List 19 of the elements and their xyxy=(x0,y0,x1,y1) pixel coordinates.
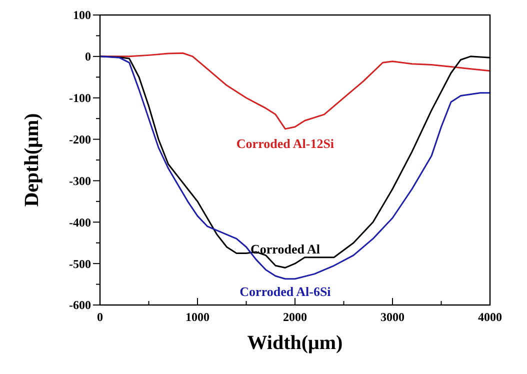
x-tick-label: 1000 xyxy=(186,310,210,324)
y-tick-label: -500 xyxy=(69,256,91,271)
y-tick-label: -100 xyxy=(69,91,91,106)
y-tick-label: -200 xyxy=(69,132,91,146)
x-tick-label: 2000 xyxy=(283,310,307,324)
series-label: Corroded Al-12Si xyxy=(236,136,334,151)
y-tick-label: -300 xyxy=(69,174,91,188)
series-label: Corroded Al xyxy=(250,242,320,257)
x-axis-title: Width(μm) xyxy=(247,332,343,354)
y-tick-label: -600 xyxy=(69,298,91,312)
x-tick-label: 3000 xyxy=(380,310,404,324)
line-series xyxy=(99,52,491,130)
y-tick-label: -400 xyxy=(69,215,91,230)
x-tick-label: 4000 xyxy=(478,310,502,324)
x-tick-label: 0 xyxy=(97,310,103,324)
series-label: Corroded Al-6Si xyxy=(240,284,332,299)
y-axis-title: Depth(μm) xyxy=(21,113,43,207)
y-tick-label: 0 xyxy=(85,50,91,64)
y-tick-label: 100 xyxy=(73,8,91,22)
